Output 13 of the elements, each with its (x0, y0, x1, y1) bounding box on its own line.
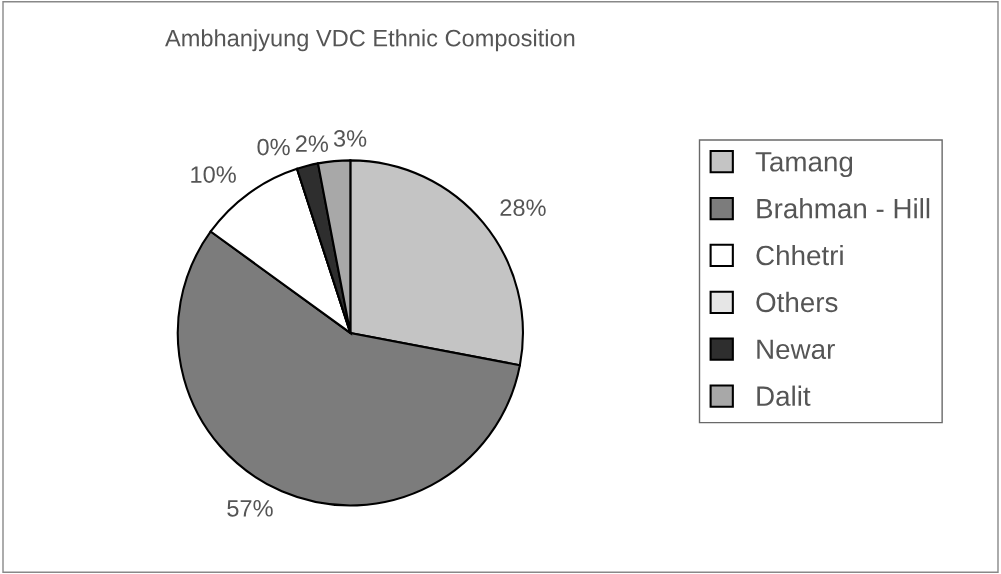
data-label: 10% (191, 166, 236, 183)
chart-title: Ambhanjyung VDC Ethnic Composition (165, 29, 575, 52)
data-label: 28% (500, 199, 546, 217)
data-label: 57% (227, 500, 273, 517)
data-label: 3% (333, 130, 367, 147)
text: 0% (257, 138, 290, 156)
legend-label: Tamang (755, 152, 853, 178)
legend-label: Chhetri (756, 244, 843, 266)
legend-label: Brahman - Hill (757, 198, 930, 219)
legend-label: Dalit (757, 385, 811, 406)
data-label: 2% (295, 135, 329, 152)
legend-label: Newar (757, 339, 835, 360)
legend-label: Others (756, 291, 838, 313)
